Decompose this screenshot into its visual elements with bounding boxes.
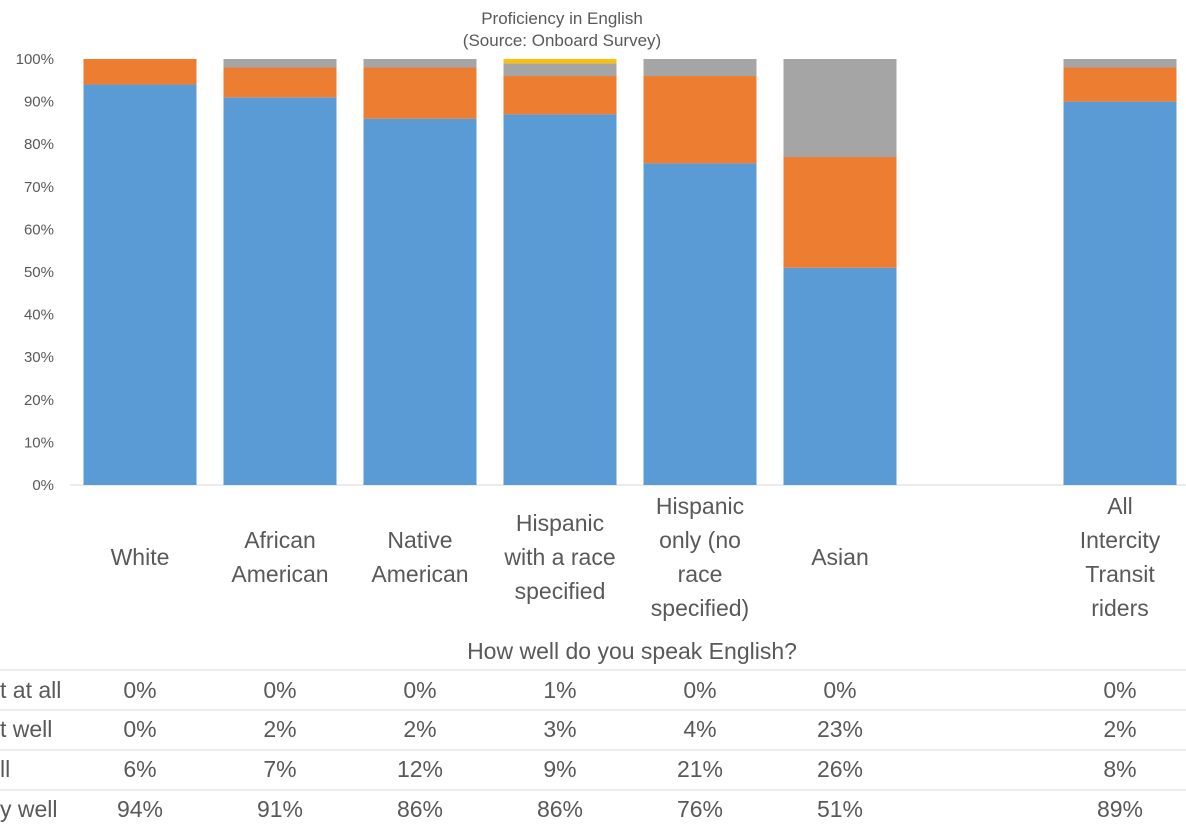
bar-segment	[223, 67, 337, 98]
category-label: Hispanic	[516, 510, 604, 536]
bar-segment	[1063, 101, 1177, 485]
category-label: specified)	[651, 595, 749, 621]
category-label: Hispanic	[656, 493, 744, 519]
table-cell: 0%	[123, 677, 156, 703]
table-cell: 4%	[683, 716, 716, 742]
bar-segment	[83, 59, 197, 85]
table-cell: 9%	[543, 756, 576, 782]
table-cell: 6%	[123, 756, 156, 782]
bar-segment	[1063, 59, 1177, 68]
y-tick-label: 60%	[24, 221, 54, 238]
table-cell: 1%	[543, 677, 576, 703]
bar-segment	[783, 156, 897, 268]
bar-segment	[783, 59, 897, 157]
table-cell: 94%	[117, 796, 163, 822]
table-cell: 0%	[1103, 677, 1136, 703]
chart-title-line: (Source: Onboard Survey)	[463, 31, 661, 50]
category-label: race	[678, 561, 723, 587]
table-cell: 2%	[1103, 716, 1136, 742]
table-cell: 0%	[403, 677, 436, 703]
bar-segment	[223, 97, 337, 485]
bar-segment	[643, 59, 757, 77]
y-tick-label: 100%	[16, 51, 54, 68]
table-cell: 2%	[263, 716, 296, 742]
table-cell: 0%	[263, 677, 296, 703]
bar-segment	[503, 63, 617, 77]
y-tick-label: 10%	[24, 434, 54, 451]
table-cell: 86%	[537, 796, 583, 822]
y-tick-label: 70%	[24, 179, 54, 196]
table-cell: 8%	[1103, 756, 1136, 782]
y-tick-label: 40%	[24, 307, 54, 324]
table-row-label: t well	[0, 716, 52, 742]
table-cell: 26%	[817, 756, 863, 782]
category-label: Native	[387, 527, 452, 553]
bar-segment	[503, 114, 617, 485]
table-cell: 3%	[543, 716, 576, 742]
category-label: Asian	[811, 544, 869, 570]
table-cell: 7%	[263, 756, 296, 782]
bar-segment	[363, 118, 477, 485]
table-cell: 0%	[823, 677, 856, 703]
bar-segment	[503, 76, 617, 115]
table-cell: 51%	[817, 796, 863, 822]
bar-segment	[363, 59, 477, 68]
table-cell: 89%	[1097, 796, 1143, 822]
category-label: riders	[1091, 595, 1149, 621]
y-tick-label: 20%	[24, 392, 54, 409]
table-cell: 91%	[257, 796, 303, 822]
category-label: All	[1107, 493, 1133, 519]
bar-segment	[223, 59, 337, 68]
table-cell: 86%	[397, 796, 443, 822]
category-label: only (no	[659, 527, 741, 553]
bar-segment	[503, 59, 617, 64]
y-tick-label: 80%	[24, 136, 54, 153]
y-tick-label: 0%	[32, 477, 54, 494]
chart-title-line: Proficiency in English	[481, 9, 643, 28]
bar-segment	[783, 267, 897, 485]
y-tick-label: 90%	[24, 94, 54, 111]
category-label: White	[111, 544, 170, 570]
category-label: African	[244, 527, 316, 553]
bar-segment	[363, 67, 477, 119]
table-cell: 76%	[677, 796, 723, 822]
table-cell: 2%	[403, 716, 436, 742]
bar-segment	[83, 84, 197, 485]
table-row-label: t at all	[0, 677, 61, 703]
table-row-label: y well	[0, 796, 58, 822]
x-axis-title: How well do you speak English?	[467, 638, 797, 664]
category-label: American	[231, 561, 328, 587]
category-label: with a race	[503, 544, 615, 570]
table-row-label: ll	[0, 756, 10, 782]
bar-segment	[643, 163, 757, 485]
table-cell: 12%	[397, 756, 443, 782]
bar-segment	[1063, 67, 1177, 102]
table-cell: 0%	[123, 716, 156, 742]
table-cell: 0%	[683, 677, 716, 703]
category-label: American	[371, 561, 468, 587]
category-label: specified	[515, 578, 606, 604]
category-label: Intercity	[1080, 527, 1161, 553]
table-cell: 23%	[817, 716, 863, 742]
y-tick-label: 50%	[24, 264, 54, 281]
table-cell: 21%	[677, 756, 723, 782]
y-tick-label: 30%	[24, 349, 54, 366]
bar-segment	[643, 76, 757, 164]
category-label: Transit	[1085, 561, 1155, 587]
